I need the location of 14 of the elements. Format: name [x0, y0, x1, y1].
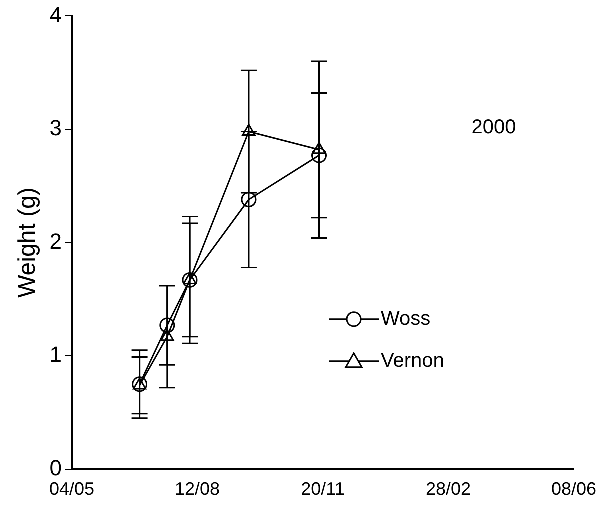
y-tick-label: 2 — [50, 228, 62, 254]
y-tick-label: 4 — [50, 2, 62, 28]
legend-label: Vernon — [381, 350, 444, 372]
x-tick-label: 20/11 — [301, 479, 345, 500]
y-tick-label: 3 — [50, 116, 62, 141]
y-tick-label: 0 — [50, 455, 62, 480]
x-tick-label: 28/02 — [426, 479, 472, 500]
legend-label: Woss — [381, 308, 431, 330]
x-tick-label: 04/05 — [50, 479, 95, 500]
x-tick-label: 08/06 — [551, 479, 597, 500]
x-tick-label: 12/08 — [175, 479, 220, 500]
y-tick-label: 1 — [50, 342, 62, 368]
annotation: 2000 — [472, 116, 516, 139]
y-axis-title: Weight (g) — [14, 188, 42, 298]
